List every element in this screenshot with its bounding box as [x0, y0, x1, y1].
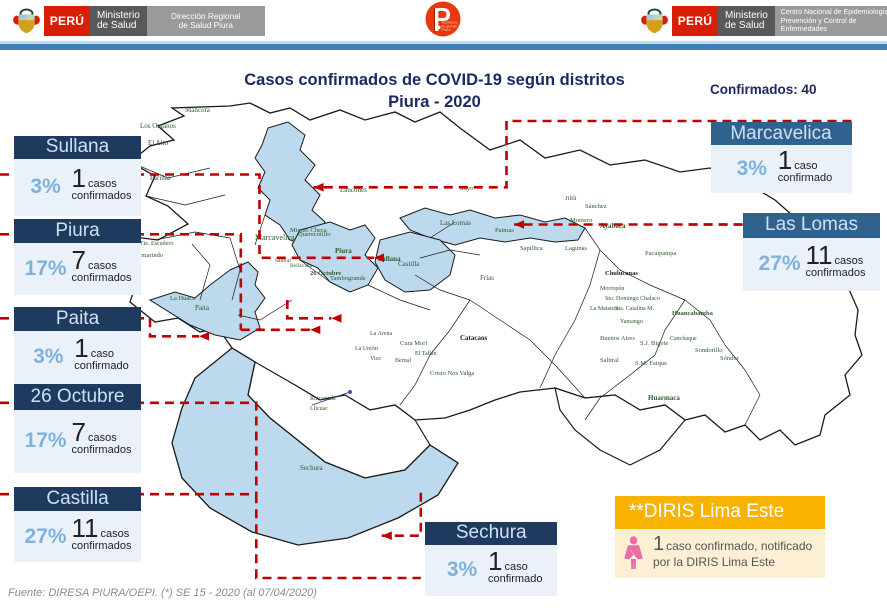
svg-text:Yamango: Yamango	[620, 319, 643, 325]
svg-text:S.M. Faique: S.M. Faique	[635, 360, 667, 367]
svg-text:Catacaos: Catacaos	[460, 334, 487, 342]
svg-text:Huarmaca: Huarmaca	[648, 394, 680, 402]
svg-text:Montero: Montero	[570, 217, 592, 224]
svg-text:Lagunas: Lagunas	[565, 245, 587, 252]
svg-text:Cura Mori: Cura Mori	[400, 340, 427, 347]
svg-text:Sta. Catalina M.: Sta. Catalina M.	[615, 306, 654, 312]
svg-text:Paita: Paita	[195, 304, 210, 312]
svg-text:La Unión: La Unión	[355, 346, 378, 352]
svg-text:Sechura: Sechura	[300, 464, 323, 472]
svg-text:El Tallán: El Tallán	[415, 351, 437, 357]
svg-text:Castilla: Castilla	[398, 260, 420, 268]
svg-text:Sapillica: Sapillica	[520, 245, 543, 252]
svg-text:Paimas: Paimas	[495, 227, 514, 234]
svg-text:La Arena: La Arena	[370, 331, 392, 337]
svg-text:La Huaca: La Huaca	[170, 295, 195, 302]
svg-text:Sóndor: Sóndor	[720, 355, 740, 362]
svg-text:Chulucanas: Chulucanas	[605, 270, 638, 277]
svg-text:Canchaque: Canchaque	[670, 336, 697, 342]
svg-text:Pacaipampa: Pacaipampa	[645, 250, 677, 257]
svg-text:Sondorillo: Sondorillo	[695, 347, 722, 354]
svg-text:Miguel Checa: Miguel Checa	[290, 227, 327, 234]
svg-text:Bernal: Bernal	[395, 358, 411, 364]
svg-text:La Matanza: La Matanza	[590, 306, 619, 312]
svg-text:Marcavelica: Marcavelica	[255, 233, 295, 242]
svg-text:Jilili: Jilili	[565, 195, 577, 202]
svg-text:Los Organos: Los Organos	[140, 122, 176, 130]
svg-text:Piura: Piura	[335, 247, 352, 255]
svg-text:Frías: Frías	[480, 274, 494, 282]
svg-text:Bellavista: Bellavista	[290, 263, 313, 269]
svg-text:S.J. Bigote: S.J. Bigote	[640, 340, 668, 347]
svg-text:Tte. Escudero: Tte. Escudero	[140, 241, 173, 247]
svg-text:El Alto: El Alto	[148, 139, 169, 147]
svg-text:Tambogrande: Tambogrande	[330, 275, 366, 282]
svg-text:Vice: Vice	[370, 356, 381, 362]
svg-text:Morropón: Morropón	[600, 286, 624, 292]
svg-text:Huancabamba: Huancabamba	[672, 310, 714, 317]
svg-text:Salitral: Salitral	[600, 357, 619, 364]
svg-text:Cristo Nos Valga: Cristo Nos Valga	[430, 370, 474, 377]
svg-text:Buenos Aires: Buenos Aires	[600, 335, 635, 342]
svg-text:Llicuar: Llicuar	[310, 406, 327, 412]
svg-text:Sánchez: Sánchez	[585, 203, 607, 210]
svg-text:Sto. Domingo Chalaco: Sto. Domingo Chalaco	[605, 296, 660, 302]
svg-text:Las Lomas: Las Lomas	[440, 219, 471, 227]
